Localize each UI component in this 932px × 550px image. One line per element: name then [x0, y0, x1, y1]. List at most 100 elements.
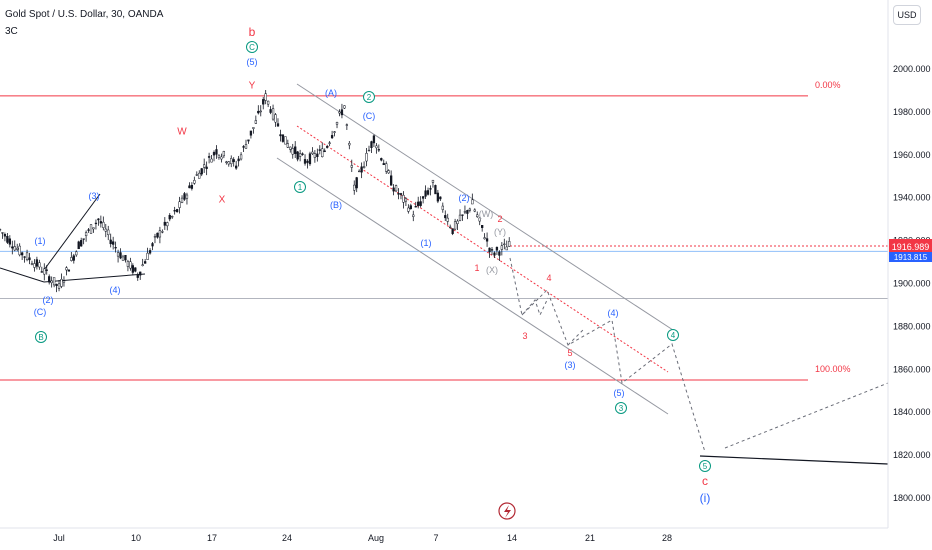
wave-circle [699, 460, 711, 472]
candle-body [16, 247, 19, 250]
candle-body [99, 221, 103, 224]
wave-label: 1 [474, 263, 479, 273]
candle-body [232, 159, 235, 163]
candle-body [291, 148, 294, 155]
candle-body [266, 100, 270, 105]
candle-body [82, 238, 85, 240]
candle-body [424, 190, 427, 197]
candle-body [311, 151, 314, 154]
candle-body [436, 192, 440, 202]
time-axis: Jul 10 17 24 Aug 7 14 21 28 [0, 527, 888, 543]
candle-body [190, 184, 194, 189]
candle-body [409, 205, 412, 210]
wave-label: (3) [89, 191, 100, 201]
x-tick-label: 7 [433, 533, 438, 543]
candle-body [451, 228, 454, 234]
candle-body [434, 185, 437, 195]
chart-annotations [498, 502, 516, 520]
candle-body [254, 120, 257, 124]
candle-body [294, 146, 297, 154]
candle-body [394, 185, 398, 192]
wave-label: (5) [614, 388, 625, 398]
candle-body [308, 153, 312, 165]
candle-body [134, 267, 137, 272]
candle-body [50, 280, 53, 284]
candle-body [343, 105, 346, 109]
candle-body [161, 231, 164, 233]
candle-body [156, 232, 159, 238]
candle-body [488, 247, 491, 253]
candle-body [380, 158, 383, 161]
wave-label: (B) [330, 200, 342, 210]
candle-body [180, 197, 184, 203]
candle-body [402, 194, 405, 203]
candle-body [326, 146, 329, 148]
channel-lower [276, 157, 669, 415]
projection-main [509, 257, 706, 453]
candle-body [350, 165, 353, 168]
wave-label: Y [249, 81, 256, 92]
wave-label: 2 [367, 93, 372, 102]
wave-circle [246, 41, 258, 53]
candle-body [468, 208, 472, 211]
channel-median [296, 125, 669, 373]
candle-body [421, 196, 425, 199]
candle-body [217, 154, 221, 158]
trendline [43, 193, 101, 271]
candle-body [220, 156, 223, 160]
candle-body [414, 206, 417, 208]
wave-label: X [219, 195, 226, 206]
wave-label: 5 [567, 348, 572, 358]
candle-body [449, 226, 452, 229]
currency-button[interactable]: USD [893, 5, 921, 25]
candle-body [493, 252, 496, 256]
candle-body [168, 215, 171, 220]
candle-body [13, 246, 16, 251]
candle-body [385, 163, 388, 172]
candle-body [35, 259, 39, 267]
candle-body [153, 236, 157, 238]
candle-body [244, 144, 248, 149]
candle-body [225, 161, 228, 163]
level-label: 0.00% [815, 80, 841, 90]
candle-body [75, 251, 78, 256]
candle-body [107, 229, 110, 236]
wave-label: (1) [421, 238, 432, 248]
y-tick-label: 1860.000 [893, 364, 931, 374]
candle-body [500, 245, 503, 250]
price-axis: 1800.000 1820.000 1840.000 1860.000 1880.000… [887, 0, 931, 528]
chart-subtitle: 3C [5, 26, 18, 37]
candle-body [345, 124, 349, 126]
candle-body [271, 108, 275, 120]
candle-body [485, 238, 489, 242]
candle-body [173, 210, 176, 212]
candle-body [353, 184, 356, 191]
candle-body [429, 188, 432, 190]
candle-body [375, 145, 378, 149]
candle-body [463, 211, 467, 213]
candle-body [65, 267, 68, 271]
candle-body [60, 279, 63, 287]
wave-label: 4 [546, 273, 551, 283]
x-tick-label: 24 [282, 533, 292, 543]
candle-body [158, 230, 162, 238]
candle-body [471, 199, 474, 205]
candle-body [114, 247, 117, 249]
candle-body [407, 207, 410, 212]
secondary-price-tag: 1913.815 [889, 252, 932, 262]
candle-body [178, 201, 181, 208]
candle-body [365, 152, 368, 162]
candle-body [77, 241, 80, 250]
candle-body [262, 99, 265, 105]
candle-body [370, 141, 373, 148]
wave-label: (4) [110, 285, 121, 295]
x-tick-label: 14 [507, 533, 517, 543]
y-tick-label: 1800.000 [893, 493, 931, 503]
candle-body [286, 143, 289, 148]
candle-body [124, 254, 127, 261]
wave-label: 1 [298, 183, 303, 192]
candle-body [203, 164, 206, 168]
candle-body [412, 214, 415, 217]
candle-body [274, 114, 277, 123]
